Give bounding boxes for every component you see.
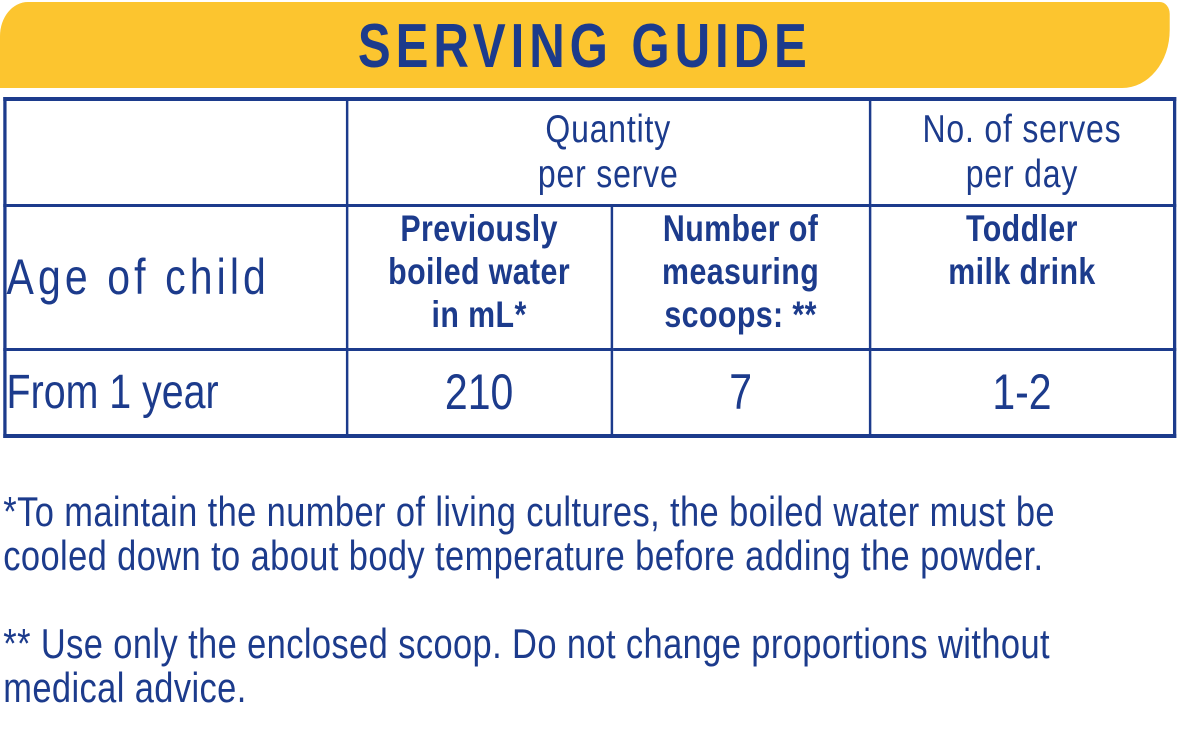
serving-guide-banner: SERVING GUIDE [0,2,1170,88]
scoops-value: 7 [610,347,871,438]
footnotes-block: *To maintain the number of living cultur… [3,446,1200,746]
measuring-scoops-header: Number of measuring scoops: ** [610,203,871,351]
boiled-water-footnote: *To maintain the number of living cultur… [3,488,1055,579]
serving-guide-title: SERVING GUIDE [357,10,812,80]
serving-guide-table: Quantity per serve No. of serves per day… [3,97,1177,438]
scoop-footnote: ** Use only the enclosed scoop. Do not c… [3,620,1050,711]
serves-per-day-value: 1-2 [868,347,1176,438]
serves-per-day-header: No. of serves per day [868,97,1176,207]
boiled-water-header: Previously boiled water in mL* [345,203,613,351]
toddler-milk-drink-header: Toddler milk drink [868,203,1176,351]
age-value: From 1 year [3,347,348,438]
table-row: From 1 year 210 7 1-2 [3,347,1176,438]
table-row-group-headers: Quantity per serve No. of serves per day [3,97,1176,207]
boiled-water-value: 210 [345,347,613,438]
table-row-column-headers: Age of child Previously boiled water in … [3,203,1176,351]
corner-empty-cell [3,97,348,207]
quantity-per-serve-header: Quantity per serve [345,97,871,207]
age-of-child-header: Age of child [3,203,348,351]
